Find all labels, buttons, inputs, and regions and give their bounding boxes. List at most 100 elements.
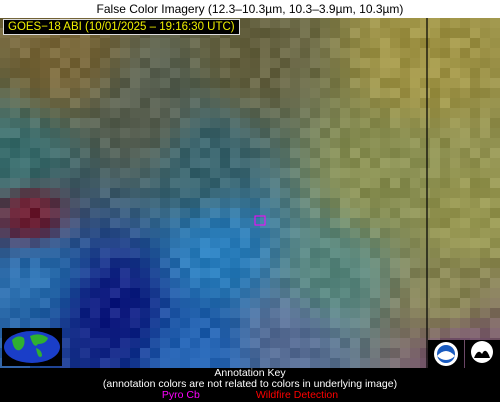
image-tile [360,98,370,108]
image-tile [100,348,110,358]
annotation-key: Annotation Key (annotation colors are no… [0,368,500,402]
image-tile [430,48,440,58]
image-tile [140,138,150,148]
image-tile [50,308,60,318]
image-tile [380,278,390,288]
image-tile [310,338,320,348]
image-tile [480,108,490,118]
image-tile [380,58,390,68]
image-tile [350,258,360,268]
image-tile [30,148,40,158]
image-tile [350,238,360,248]
image-tile [110,338,120,348]
image-tile [110,298,120,308]
image-tile [110,328,120,338]
image-tile [210,78,220,88]
image-tile [220,148,230,158]
image-tile [50,108,60,118]
image-tile [430,298,440,308]
image-tile [80,58,90,68]
image-tile [490,218,500,228]
image-tile [300,258,310,268]
image-tile [200,248,210,258]
key-item: Pyro Cb [161,389,200,401]
image-tile [50,238,60,248]
image-tile [60,248,70,258]
image-tile [10,238,20,248]
image-tile [70,208,80,218]
image-tile [170,58,180,68]
image-tile [290,98,300,108]
image-tile [70,118,80,128]
image-tile [400,148,410,158]
image-tile [70,348,80,358]
image-tile [90,38,100,48]
image-tile [340,118,350,128]
image-tile [100,148,110,158]
image-tile [240,268,250,278]
image-tile [300,248,310,258]
image-tile [30,318,40,328]
image-tile [100,318,110,328]
image-tile [370,58,380,68]
image-tile [120,118,130,128]
image-tile [310,138,320,148]
image-tile [320,308,330,318]
image-tile [260,128,270,138]
image-tile [280,278,290,288]
image-tile [110,138,120,148]
image-tile [470,158,480,168]
image-tile [480,218,490,228]
image-tile [110,188,120,198]
image-tile [370,168,380,178]
image-tile [400,218,410,228]
image-tile [80,228,90,238]
image-tile [340,358,350,368]
image-tile [230,128,240,138]
image-tile [20,188,30,198]
image-tile [190,218,200,228]
image-tile [160,228,170,238]
image-tile [490,48,500,58]
image-tile [10,68,20,78]
image-tile [440,48,450,58]
image-tile [230,208,240,218]
image-tile [470,118,480,128]
image-tile [160,138,170,148]
image-tile [90,168,100,178]
image-tile [140,148,150,158]
image-tile [240,228,250,238]
image-tile [130,118,140,128]
image-tile [40,148,50,158]
image-tile [210,248,220,258]
image-tile [360,318,370,328]
image-tile [110,128,120,138]
image-tile [350,358,360,368]
image-tile [330,138,340,148]
image-tile [190,228,200,238]
image-tile [320,158,330,168]
image-tile [340,58,350,68]
image-tile [220,38,230,48]
image-tile [190,238,200,248]
image-tile [60,198,70,208]
image-tile [390,238,400,248]
image-tile [230,268,240,278]
image-tile [70,38,80,48]
image-tile [230,78,240,88]
image-tile [10,298,20,308]
image-tile [70,188,80,198]
image-tile [280,308,290,318]
image-tile [430,278,440,288]
image-tile [480,298,490,308]
image-tile [0,168,10,178]
image-tile [400,248,410,258]
image-tile [0,278,10,288]
image-tile [300,328,310,338]
image-tile [400,168,410,178]
image-tile [20,298,30,308]
image-tile [470,198,480,208]
image-tile [330,278,340,288]
image-tile [190,358,200,368]
image-tile [310,348,320,358]
